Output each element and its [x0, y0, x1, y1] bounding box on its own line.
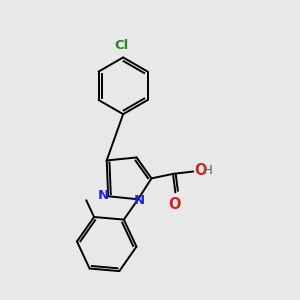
Text: Cl: Cl — [115, 39, 129, 52]
Text: N: N — [97, 189, 108, 202]
Text: N: N — [134, 194, 145, 207]
Text: H: H — [203, 164, 213, 177]
Text: O: O — [169, 197, 181, 212]
Text: O: O — [194, 163, 206, 178]
